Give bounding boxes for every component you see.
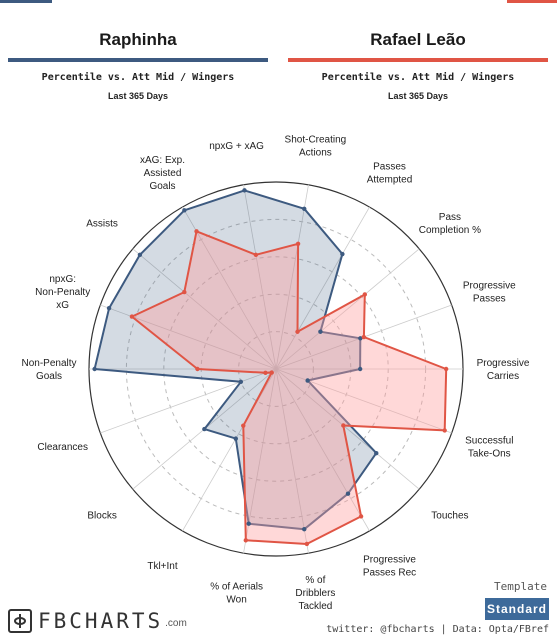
radar-spoke-11: [182, 368, 277, 532]
pitch-icon: [8, 609, 32, 633]
series-1-point-18: [242, 188, 247, 193]
axis-label-7: Touches: [431, 510, 468, 521]
radar-spoke-16: [132, 248, 277, 370]
axis-label-4: Progressive Passes: [463, 280, 516, 304]
series-2-point-16: [182, 289, 187, 295]
series-2-point-17: [194, 229, 199, 234]
top-accent-left: [0, 0, 52, 3]
series-1-point-14: [92, 366, 97, 372]
series-2-point-7: [341, 423, 346, 428]
axis-label-11: Tkl+Int: [147, 561, 178, 572]
series-2-point-8: [358, 514, 364, 519]
top-accent-right: [507, 0, 557, 3]
player-2-name: Rafael Leão: [370, 30, 466, 49]
player-2-underline: [288, 58, 548, 62]
axis-label-14: Non-Penalty Goals: [21, 358, 76, 382]
radar-spoke-3: [275, 248, 420, 370]
series-1-point-1: [302, 206, 307, 211]
radar-spoke-17: [182, 206, 277, 370]
series-1-point-2: [340, 251, 345, 257]
series-1-point-6: [305, 378, 310, 383]
series-2-point-13: [263, 370, 268, 376]
axis-label-2: Passes Attempted: [367, 161, 413, 185]
series-1-point-16: [137, 252, 143, 258]
axis-label-9: % of Dribblers Tackled: [295, 575, 335, 612]
series-1-point-10: [246, 521, 251, 526]
series-2-point-3: [362, 292, 368, 297]
series-2-point-4: [361, 334, 367, 340]
series-1-point-4: [358, 336, 363, 341]
radar-spoke-8: [275, 368, 370, 532]
template-standard-button[interactable]: Standard: [485, 598, 549, 620]
axis-label-12: Blocks: [87, 510, 116, 521]
series-1-point-13: [238, 379, 244, 384]
radar-spoke-15: [100, 304, 277, 370]
logo-suffix: .com: [165, 618, 187, 629]
series-2-point-1: [295, 241, 301, 246]
series-2-point-6: [442, 428, 447, 433]
series-2-point-10: [243, 538, 249, 543]
series-1-point-8: [345, 491, 351, 496]
radar-spoke-9: [275, 368, 309, 554]
template-label: Template: [494, 580, 547, 593]
series-1-point-9: [302, 527, 307, 532]
player-1-period: Last 365 Days: [107, 91, 169, 101]
axis-label-10: % of Aerials Won: [210, 582, 263, 606]
player-2-period: Last 365 Days: [387, 91, 449, 101]
series-2-point-15: [129, 314, 135, 319]
radar-spoke-1: [275, 184, 309, 370]
axis-label-8: Progressive Passes Rec: [363, 555, 417, 579]
axis-label-18: npxG + xAG: [209, 141, 264, 152]
fbcharts-logo: FBCHARTS .com: [8, 607, 187, 633]
player-1-basis: Percentile vs. Att Mid / Wingers: [41, 72, 235, 83]
radar-spoke-2: [275, 206, 370, 370]
series-1-point-15: [106, 306, 112, 311]
series-2-point-5: [443, 366, 449, 372]
series-2-point-9: [304, 541, 310, 547]
axis-label-5: Progressive Carries: [477, 358, 530, 382]
radar-spoke-18: [243, 184, 277, 370]
axis-label-15: npxG: Non-Penalty xG: [35, 274, 90, 311]
series-2-point-12: [269, 370, 274, 375]
axis-label-6: Successful Take-Ons: [465, 436, 513, 460]
radar-spoke-6: [275, 368, 452, 434]
axis-label-13: Clearances: [37, 442, 88, 453]
series-1-point-3: [318, 329, 323, 334]
radar-spoke-13: [100, 368, 277, 434]
axis-label-3: Pass Completion %: [419, 212, 481, 236]
player-2-basis: Percentile vs. Att Mid / Wingers: [321, 72, 515, 83]
series-1-point-17: [182, 208, 187, 213]
credits: twitter: @fbcharts | Data: Opta/FBref: [326, 624, 549, 635]
series-1-point-12: [202, 426, 207, 432]
logo-text: FBCHARTS: [38, 609, 164, 633]
series-1-point-7: [374, 450, 379, 456]
axis-label-16: Assists: [86, 219, 118, 230]
player-1-name: Raphinha: [99, 30, 177, 49]
axis-label-1: Shot-Creating Actions: [285, 134, 347, 158]
series-2-point-11: [241, 423, 246, 428]
series-2-point-14: [195, 366, 200, 372]
player-1-underline: [8, 58, 268, 62]
series-1-point-5: [357, 366, 363, 372]
radar-spoke-7: [275, 368, 420, 490]
series-1-point-11: [233, 436, 238, 441]
series-2-point-18: [253, 252, 259, 258]
series-2-point-2: [295, 329, 300, 334]
axis-label-17: xAG: Exp. Assisted Goals: [140, 155, 185, 192]
